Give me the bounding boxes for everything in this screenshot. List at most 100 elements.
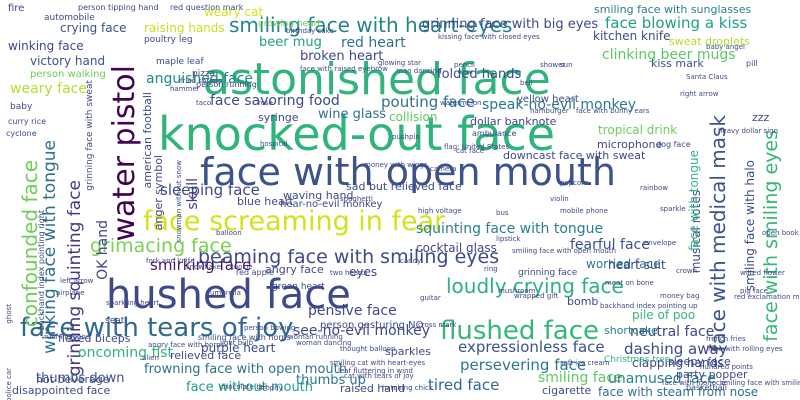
word: person gesturing NO	[320, 320, 424, 331]
word: flushed face	[440, 316, 600, 346]
word: neutral face	[630, 324, 715, 340]
word: mushroom	[498, 287, 536, 295]
word: basketball	[686, 383, 727, 392]
word: snowman without snow	[175, 160, 183, 243]
word: person running	[196, 80, 257, 89]
word: mobile phone	[560, 207, 608, 215]
word: angry face	[265, 263, 324, 276]
word: soft ice cream	[560, 359, 610, 367]
word: fork and knife	[146, 257, 195, 265]
word: fire	[8, 3, 25, 14]
word: hatching chick	[382, 384, 433, 392]
word: clapping hands	[632, 356, 724, 370]
word: squinting face with tongue	[416, 221, 604, 237]
word: dashing away	[624, 340, 728, 358]
word: clinking beer mugs	[602, 47, 736, 63]
word: two hearts	[330, 269, 368, 277]
word: alien	[142, 354, 159, 362]
word: money with wings	[364, 161, 428, 169]
word: disappointed face	[12, 384, 111, 397]
word: astonished face	[203, 54, 551, 105]
word: backhand index pointing up	[600, 302, 698, 310]
word: green heart	[272, 282, 325, 292]
word: hundred points	[700, 363, 753, 371]
word: skull	[185, 178, 201, 210]
word: weary face	[10, 81, 87, 97]
word: airplane	[56, 289, 85, 297]
word: ambulance	[472, 129, 517, 138]
word: poultry leg	[144, 35, 193, 45]
word: speak-no-evil monkey	[482, 97, 636, 113]
word: face screaming in fear	[143, 206, 446, 237]
word: face blowing a kiss	[605, 14, 748, 32]
word: meat on bone	[605, 279, 654, 287]
word: growing heart	[258, 19, 321, 29]
word: raised hand	[340, 382, 405, 395]
word: camera	[430, 165, 457, 173]
word: microphone	[597, 138, 663, 151]
word: fearful face	[570, 237, 650, 253]
word: cookie	[230, 263, 253, 271]
word: smiling face with smiling eyes	[720, 379, 800, 387]
word: waving hand	[283, 189, 354, 202]
word: hot beverage	[36, 373, 110, 386]
word: bus	[496, 209, 509, 217]
word: glowing star	[378, 59, 422, 67]
word: woman dancing	[296, 339, 352, 347]
word: tired face	[428, 376, 500, 394]
word: expressionless face	[458, 338, 605, 356]
word: crying face	[60, 21, 127, 35]
word: kiss mark	[651, 57, 704, 70]
word: dog face	[656, 140, 691, 149]
word: person bowing	[244, 324, 296, 332]
word: hear-no-evil monkey	[280, 199, 383, 210]
word: collision	[389, 110, 438, 124]
word: bomb	[567, 295, 599, 308]
word: sparkle	[660, 205, 686, 213]
word: grinning face	[518, 268, 578, 278]
word: wine glass	[318, 107, 386, 122]
word: pizza	[192, 69, 216, 79]
word: cross mark	[418, 321, 457, 329]
word: wrapped gift	[514, 292, 559, 300]
word: envelope	[644, 239, 677, 247]
word: sun	[560, 61, 573, 69]
word: red apple	[236, 268, 274, 277]
word: curry rice	[8, 117, 47, 126]
word: tropical drink	[598, 123, 678, 137]
word: open book	[762, 229, 799, 237]
word: seat	[105, 316, 125, 326]
word: running shoe	[44, 333, 90, 341]
word: unamused face	[608, 371, 716, 387]
word: persevering face	[460, 356, 587, 374]
word: smiling face with open mouth	[512, 247, 617, 255]
word: money bag	[660, 292, 700, 300]
word: fried shrimp	[180, 77, 223, 85]
word: red question mark	[170, 3, 244, 12]
word: face with steam from nose	[598, 385, 759, 399]
word: heart suit	[608, 258, 666, 272]
word: purple heart	[201, 341, 276, 355]
word: see-no-evil monkey	[293, 323, 431, 339]
word: thumbs up	[296, 373, 366, 388]
word: spaghetti	[340, 195, 374, 203]
word: face with tongue	[687, 150, 701, 251]
word: trophy	[260, 384, 283, 392]
word: downcast face with sweat	[503, 149, 646, 162]
word: broken heart	[300, 49, 384, 64]
word: face without mouth	[186, 380, 314, 395]
word: rose	[258, 99, 273, 107]
word: blue heart	[237, 195, 294, 208]
word: folded hands	[437, 67, 522, 82]
word: Christmas tree	[604, 355, 671, 365]
word: smiling face	[538, 370, 623, 386]
word: maple leaf	[156, 57, 204, 67]
word: police car	[5, 368, 13, 400]
word: baby	[10, 102, 33, 112]
word: birthday cake	[286, 27, 334, 35]
word: kissing face with closed eyes	[438, 33, 540, 41]
word: relieved face	[170, 349, 242, 362]
word: pile of poo	[632, 308, 696, 322]
word: zzz	[752, 111, 770, 124]
